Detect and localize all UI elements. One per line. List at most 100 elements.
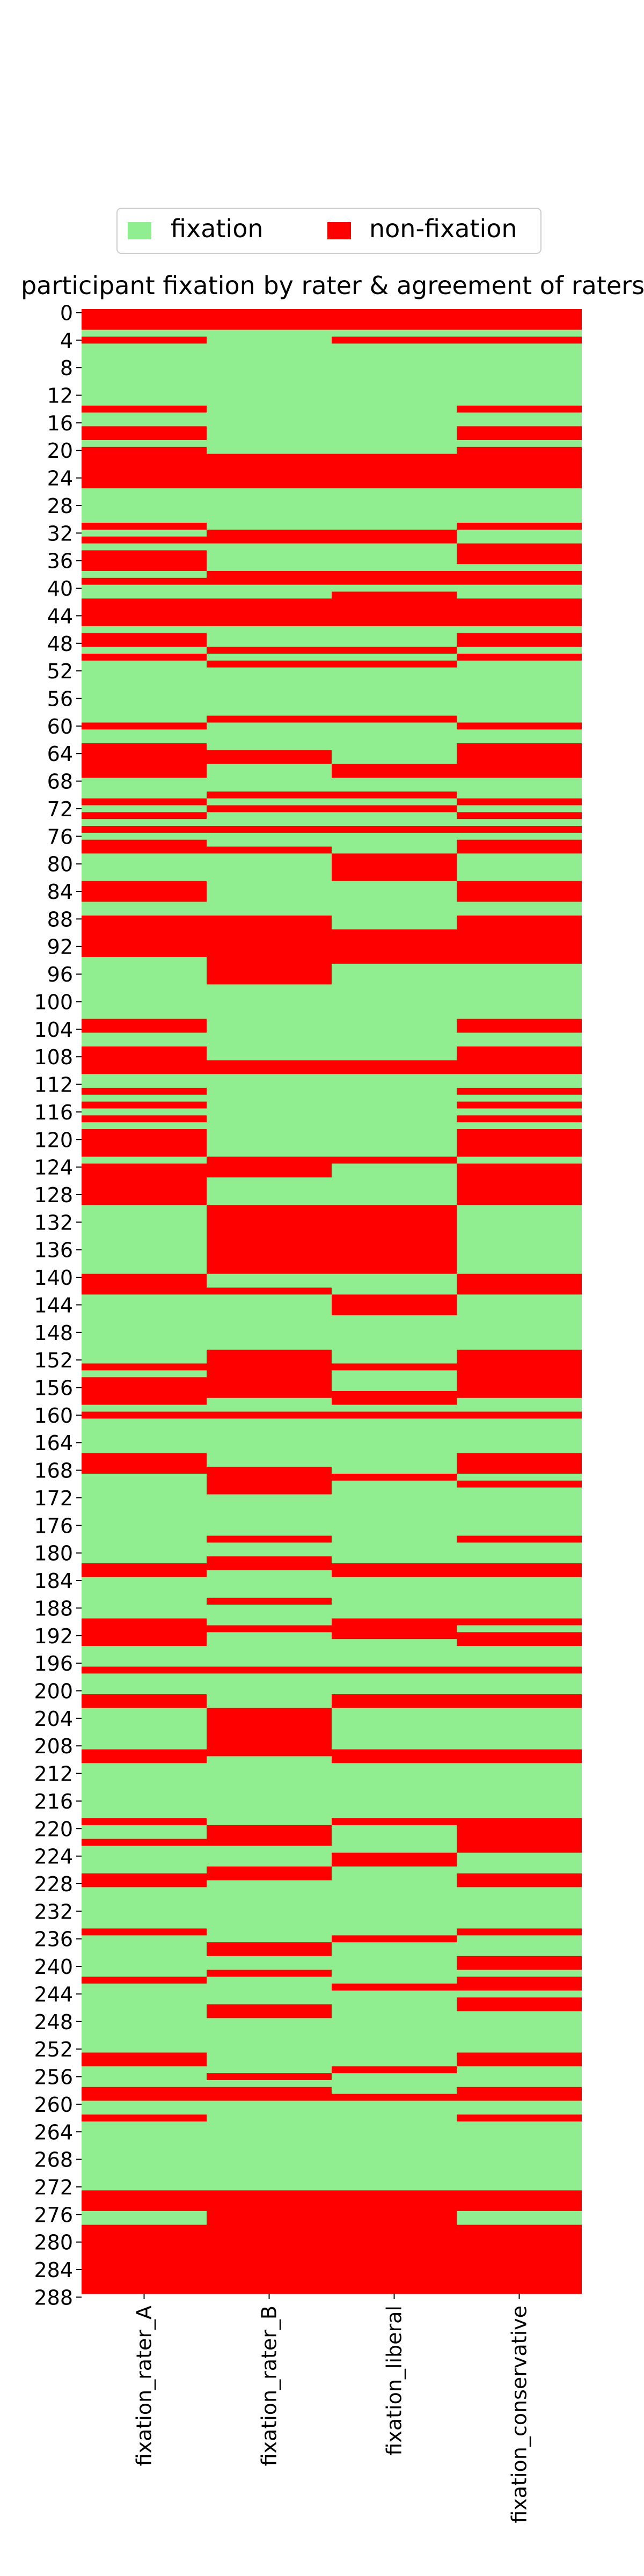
heatmap-cell [457, 1990, 582, 1998]
heatmap-cell [82, 2121, 207, 2191]
heatmap-cell [457, 2101, 582, 2115]
heatmap-cell [332, 336, 457, 344]
heatmap-cell [457, 1205, 582, 1275]
heatmap-cell [332, 798, 457, 806]
heatmap-cell [82, 2211, 207, 2226]
heatmap-cell [457, 1019, 582, 1033]
heatmap-cell [457, 1825, 582, 1853]
heatmap-cell [332, 832, 457, 854]
heatmap-cell [82, 1977, 207, 1984]
y-tick-label: 24 [47, 467, 73, 491]
y-tick-label: 152 [34, 1349, 73, 1372]
heatmap-cell [332, 1818, 457, 1826]
heatmap-cell [457, 1935, 582, 1957]
heatmap-cell [457, 1108, 582, 1116]
heatmap-cell [457, 336, 582, 344]
heatmap-cell [457, 1163, 582, 1205]
x-axis: fixation_rater_A fixation_rater_B fixation… [133, 2294, 531, 2523]
heatmap-cell [332, 764, 457, 778]
heatmap-cell [82, 1205, 207, 1275]
heatmap-cell [207, 1411, 332, 1419]
heatmap-cell [457, 1818, 582, 1826]
heatmap-cell [457, 633, 582, 647]
heatmap-cell [457, 963, 582, 1020]
heatmap-cell [332, 330, 457, 337]
y-tick-label: 40 [47, 577, 73, 601]
heatmap-cell [207, 1673, 332, 1709]
heatmap-cell [457, 2011, 582, 2053]
y-tick-label: 228 [34, 1872, 73, 1896]
y-tick-label: 184 [34, 1569, 73, 1593]
heatmap-cell [82, 1694, 207, 1709]
heatmap-cell [457, 1694, 582, 1709]
heatmap-cell [82, 550, 207, 572]
heatmap-cell [457, 1087, 582, 1095]
heatmap-cell [457, 1411, 582, 1419]
y-tick-label: 48 [47, 632, 73, 656]
heatmap-cell [332, 1370, 457, 1392]
heatmap-cell [82, 309, 207, 331]
heatmap-cell [332, 1577, 457, 1619]
heatmap-cell [82, 536, 207, 544]
heatmap-cell [207, 1205, 332, 1275]
heatmap-cell [207, 453, 332, 489]
heatmap-cell [82, 778, 207, 799]
heatmap-cell [207, 529, 332, 544]
heatmap-cell [207, 667, 332, 716]
heatmap-cell [457, 743, 582, 778]
heatmap-cell [457, 1094, 582, 1102]
y-tick-label: 36 [47, 550, 73, 573]
heatmap-cell [457, 2121, 582, 2191]
heatmap-cell [457, 1274, 582, 1295]
y-tick-label: 148 [34, 1321, 73, 1345]
heatmap-cell [332, 570, 457, 586]
chart-title: participant fixation by rater & agreemen… [21, 271, 644, 300]
heatmap-cell [332, 647, 457, 654]
heatmap-cell [207, 1418, 332, 1467]
y-tick-label: 252 [34, 2038, 73, 2061]
y-tick-label: 116 [34, 1101, 73, 1124]
heatmap-cell [82, 2224, 207, 2294]
heatmap-cell [207, 1825, 332, 1846]
x-tick-label: fixation_rater_B [258, 2306, 281, 2466]
y-tick-label: 164 [34, 1431, 73, 1455]
heatmap-cell [82, 654, 207, 661]
y-tick-label: 196 [34, 1652, 73, 1675]
heatmap-cell [332, 1404, 457, 1412]
heatmap-cell [332, 1294, 457, 1316]
heatmap-cell [457, 819, 582, 826]
x-tick-label: fixation_rater_A [133, 2306, 156, 2466]
heatmap-cell [332, 805, 457, 813]
heatmap-cell [207, 543, 332, 572]
heatmap-cell [82, 1418, 207, 1453]
heatmap-cell [82, 1763, 207, 1819]
y-tick-label: 260 [34, 2093, 73, 2117]
heatmap-cell [457, 2190, 582, 2212]
heatmap-cell [332, 853, 457, 882]
heatmap-cell [332, 2073, 457, 2095]
heatmap-cell [82, 1825, 207, 1840]
heatmap-cell [457, 2224, 582, 2294]
heatmap-cell [457, 2114, 582, 2122]
heatmap-cell [82, 853, 207, 882]
heatmap-cell [332, 963, 457, 1061]
heatmap-cell [82, 826, 207, 833]
heatmap-cell [82, 729, 207, 744]
heatmap-cell [82, 832, 207, 840]
y-tick-label: 176 [34, 1514, 73, 1538]
heatmap-cell [332, 1984, 457, 1991]
heatmap-cell [207, 846, 332, 854]
heatmap-cell [82, 1274, 207, 1295]
heatmap-cell [82, 570, 207, 579]
heatmap-cell [207, 1625, 332, 1633]
heatmap-cell [457, 1294, 582, 1350]
heatmap-cell [457, 2087, 582, 2101]
heatmap-cells [82, 309, 582, 2294]
heatmap-cell [457, 1887, 582, 1929]
heatmap-cell [207, 1542, 332, 1557]
y-tick-label: 44 [47, 604, 73, 628]
heatmap-cell [332, 1411, 457, 1419]
y-tick-label: 96 [47, 963, 73, 986]
heatmap-cell [82, 1411, 207, 1419]
heatmap-cell [207, 1556, 332, 1571]
